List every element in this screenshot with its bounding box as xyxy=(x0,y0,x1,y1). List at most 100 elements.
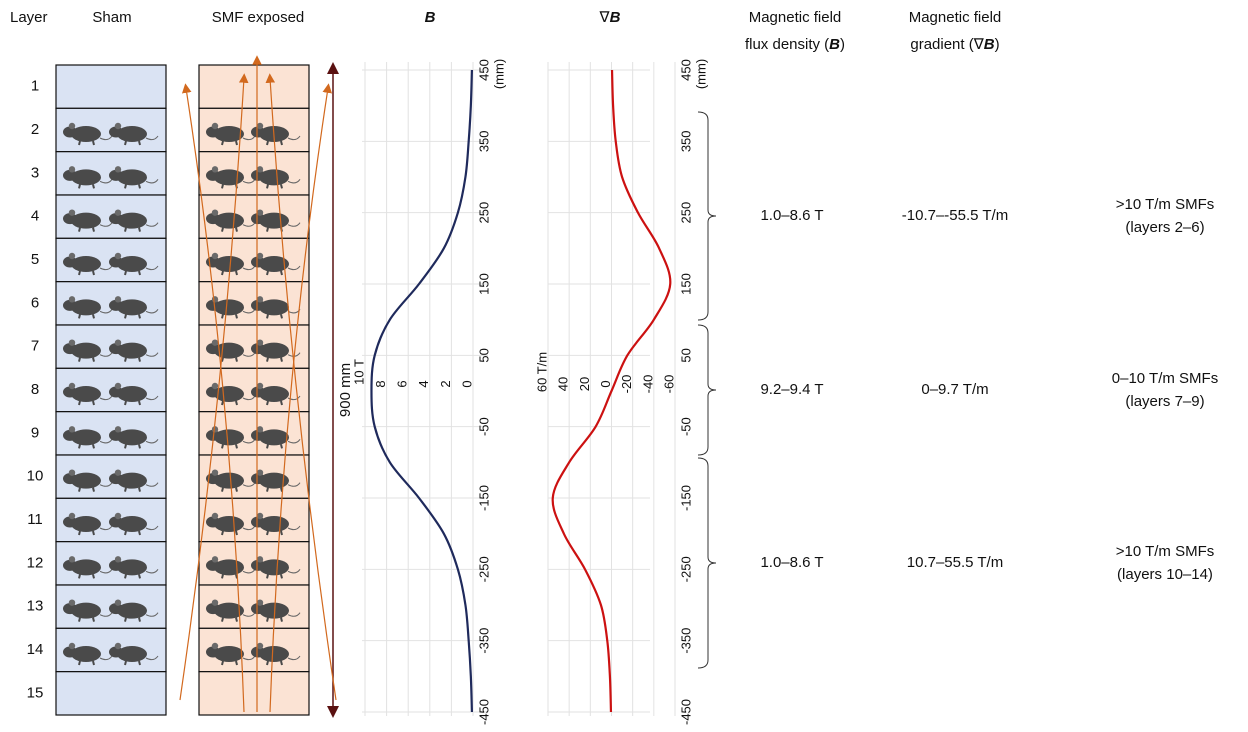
y-tick-label: 8 xyxy=(373,380,388,387)
mouse-leg xyxy=(221,574,224,579)
mouse-ear xyxy=(114,426,122,433)
mouse-leg xyxy=(78,660,81,666)
mouse-ear xyxy=(114,296,122,303)
mouse-leg xyxy=(138,574,141,579)
mouse-body xyxy=(259,516,289,532)
mouse-head xyxy=(63,169,77,181)
x-tick-label: -150 xyxy=(678,485,693,511)
mouse-ear xyxy=(211,296,219,303)
mouse-leg xyxy=(124,357,127,362)
mouse-icon xyxy=(251,382,301,406)
mouse-tail xyxy=(242,612,256,617)
mouse-leg xyxy=(138,444,141,449)
mouse-leg xyxy=(280,184,283,189)
mouse-leg xyxy=(266,314,269,319)
mouse-body xyxy=(71,126,101,142)
mouse-body xyxy=(117,299,147,316)
mouse-leg xyxy=(124,227,127,232)
mouse-leg xyxy=(78,227,81,232)
mouse-head xyxy=(109,169,123,181)
mouse-icon xyxy=(206,296,256,319)
x-tick-label: 450 xyxy=(476,59,491,81)
mouse-leg xyxy=(124,487,127,492)
mouse-tail xyxy=(287,352,301,357)
mouse-head xyxy=(109,299,123,311)
mouse-body xyxy=(117,212,147,229)
mouse-ear xyxy=(256,599,264,606)
mouse-body xyxy=(71,169,101,186)
mouse-leg xyxy=(138,617,141,622)
mouse-head xyxy=(63,646,77,658)
mouse-ear xyxy=(68,166,76,173)
mouse-icon xyxy=(109,122,159,146)
mouse-leg xyxy=(235,314,238,319)
layer-number: 9 xyxy=(31,424,39,441)
mouse-tail xyxy=(145,482,159,487)
mouse-ear xyxy=(68,122,76,130)
mouse-icon xyxy=(109,166,159,189)
smf-note: 0–10 T/m SMFs xyxy=(1112,370,1218,387)
mouse-ear xyxy=(68,556,76,563)
mouse-leg xyxy=(235,617,238,622)
mouse-ear xyxy=(68,599,76,606)
mouse-tail xyxy=(145,655,159,661)
field-line xyxy=(181,83,245,713)
mouse-body xyxy=(259,559,289,576)
mouse-leg xyxy=(138,140,141,146)
mouse-ear xyxy=(68,339,76,346)
mouse-leg xyxy=(124,444,127,449)
mouse-leg xyxy=(124,184,127,189)
x-tick-label: -50 xyxy=(476,417,491,436)
mouse-tail xyxy=(99,352,113,357)
mouse-body xyxy=(71,602,101,619)
mouse-body xyxy=(259,342,289,359)
mouse-leg xyxy=(266,357,269,362)
mouse-icon xyxy=(251,426,301,449)
mouse-head xyxy=(251,559,265,571)
mouse-ear xyxy=(68,512,76,520)
mouse-leg xyxy=(78,444,81,449)
y-tick-label: -60 xyxy=(661,375,676,394)
mouse-ear xyxy=(114,382,122,390)
mouse-leg xyxy=(92,270,95,276)
mouse-tail xyxy=(242,309,256,314)
mouse-head xyxy=(206,516,220,528)
mouse-ear xyxy=(211,512,219,520)
chart-title: B xyxy=(425,9,436,26)
mouse-tail xyxy=(99,439,113,444)
mouse-leg xyxy=(92,487,95,492)
flux-header: ) xyxy=(840,36,845,53)
mouse-ear xyxy=(211,599,219,606)
mouse-icon xyxy=(206,426,256,449)
flux-symbol: B xyxy=(829,36,840,53)
mouse-leg xyxy=(124,617,127,622)
mouse-leg xyxy=(280,660,283,666)
mouse-leg xyxy=(78,184,81,189)
mouse-head xyxy=(63,213,77,225)
flux-range: 1.0–8.6 T xyxy=(760,554,823,571)
mouse-leg xyxy=(266,400,269,406)
mouse-head xyxy=(109,386,123,398)
mouse-icon xyxy=(109,252,159,276)
mouse-head xyxy=(251,429,265,441)
mouse-tail xyxy=(287,135,301,141)
mouse-leg xyxy=(78,314,81,319)
mouse-body xyxy=(117,559,147,576)
mouse-icon xyxy=(109,556,159,579)
mouse-body xyxy=(214,256,244,272)
mouse-head xyxy=(251,169,265,181)
mouse-tail xyxy=(242,352,256,357)
y-tick-label: -20 xyxy=(619,375,634,394)
mouse-leg xyxy=(78,357,81,362)
mouse-tail xyxy=(242,569,256,574)
mouse-leg xyxy=(92,617,95,622)
mouse-leg xyxy=(235,574,238,579)
mouse-ear xyxy=(114,209,122,216)
mouse-tail xyxy=(242,439,256,444)
mouse-ear xyxy=(68,469,76,476)
mouse-body xyxy=(71,559,101,576)
mouse-tail xyxy=(99,135,113,141)
mouse-tail xyxy=(242,395,256,401)
mouse-body xyxy=(71,472,101,489)
layer-number: 15 xyxy=(27,684,44,701)
